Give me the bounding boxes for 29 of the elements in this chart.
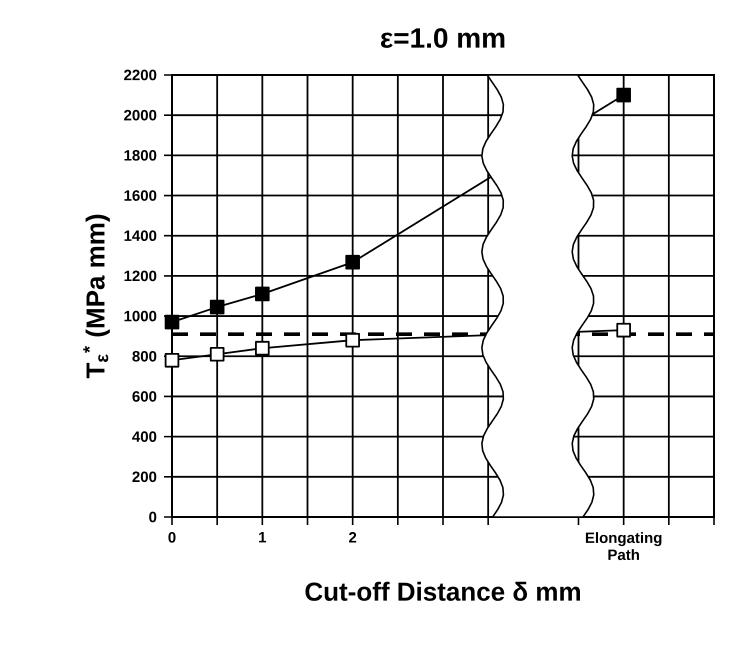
x-tick-label: 2 <box>349 532 356 543</box>
point <box>164 314 180 330</box>
y-tick-label: 1800 <box>124 150 156 161</box>
point <box>255 340 270 356</box>
point <box>616 88 631 102</box>
y-tick-label: 1000 <box>124 310 156 322</box>
x-axis-title: Cut-off Distance δ mm <box>305 582 580 601</box>
y-tick-label: 1400 <box>124 230 156 242</box>
point <box>616 322 631 338</box>
y-axis-title: T$_{ε}$$^{*}$ (MPa mm) <box>83 214 110 378</box>
y-tick-label: 1600 <box>124 190 156 201</box>
y-tick-label: 400 <box>132 431 156 442</box>
y-tick-label: 600 <box>132 391 156 402</box>
point <box>210 300 224 314</box>
chart-title: ε=1.0 mm <box>380 28 504 48</box>
x-tick-label: Elongating Path <box>586 532 662 560</box>
x-tick-label: 0 <box>168 532 176 543</box>
point <box>210 346 224 362</box>
y-tick-label: 200 <box>132 471 156 482</box>
y-tick-label: 800 <box>132 350 156 362</box>
y-tick-label: 0 <box>149 512 156 522</box>
y-tick-label: 2000 <box>124 110 156 120</box>
point <box>255 286 270 302</box>
x-tick-label: 1 <box>259 532 266 542</box>
point <box>345 332 360 348</box>
point <box>164 352 180 368</box>
point <box>345 254 360 270</box>
y-tick-label: 2200 <box>124 70 156 80</box>
y-tick-label: 1200 <box>124 270 156 282</box>
